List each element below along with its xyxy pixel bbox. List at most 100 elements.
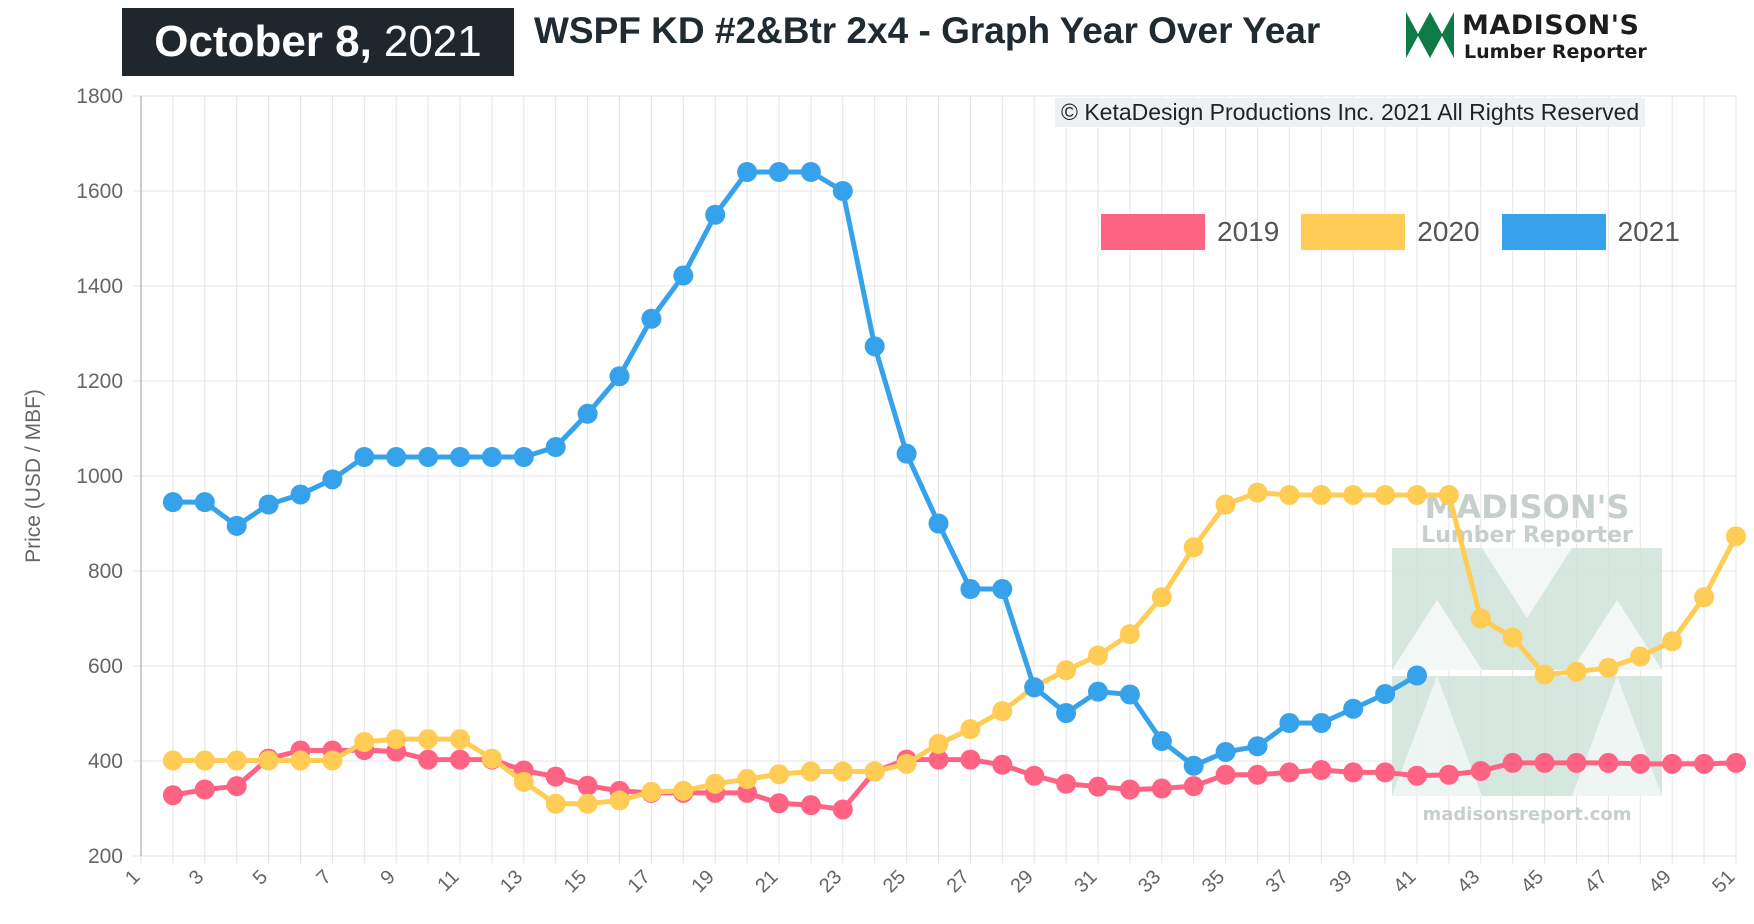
x-tick-label: 33 — [1134, 866, 1165, 897]
data-point-2021 — [769, 162, 789, 182]
y-tick-label: 1800 — [76, 85, 123, 108]
data-point-2021 — [481, 447, 502, 467]
data-point-2021 — [864, 336, 885, 357]
data-point-2020 — [1375, 485, 1396, 505]
data-point-2019 — [960, 749, 981, 770]
data-point-2021 — [258, 494, 279, 515]
x-tick-label: 15 — [560, 866, 591, 897]
data-point-2020 — [481, 748, 502, 769]
data-point-2019 — [1311, 760, 1332, 781]
data-point-2020 — [960, 719, 981, 740]
data-point-2019 — [418, 749, 439, 770]
x-tick-label: 17 — [624, 866, 655, 897]
data-point-2019 — [800, 795, 821, 816]
data-point-2020 — [1630, 646, 1651, 667]
data-point-2019 — [1183, 776, 1204, 797]
data-point-2019 — [1694, 753, 1715, 774]
data-point-2020 — [1438, 485, 1459, 505]
x-tick-label: 3 — [185, 866, 208, 889]
x-tick-label: 9 — [376, 866, 399, 889]
data-point-2021 — [450, 447, 470, 467]
x-tick-label: 11 — [433, 866, 463, 896]
x-tick-label: 37 — [1262, 866, 1293, 897]
data-point-2020 — [1598, 657, 1619, 678]
legend-item-2020[interactable]: 2020 — [1301, 214, 1480, 250]
data-point-2019 — [1375, 762, 1396, 783]
data-point-2019 — [1151, 778, 1172, 799]
data-point-2019 — [450, 749, 470, 770]
data-point-2020 — [737, 769, 758, 790]
data-point-2021 — [960, 579, 981, 600]
data-point-2019 — [1726, 752, 1746, 773]
x-tick-label: 7 — [313, 866, 336, 889]
data-point-2019 — [577, 775, 598, 796]
data-point-2020 — [1088, 645, 1108, 666]
x-tick-label: 35 — [1198, 866, 1229, 897]
data-point-2019 — [1470, 760, 1491, 781]
data-point-2019 — [1566, 752, 1587, 773]
data-point-2020 — [1215, 494, 1236, 515]
data-point-2020 — [864, 761, 885, 782]
data-point-2019 — [1343, 762, 1364, 783]
data-point-2019 — [1024, 765, 1045, 786]
series-line-2021 — [172, 169, 1419, 769]
data-point-2021 — [992, 579, 1013, 600]
data-point-2021 — [577, 403, 598, 424]
data-point-2021 — [1343, 698, 1364, 719]
data-point-2020 — [354, 732, 375, 752]
data-point-2020 — [1056, 660, 1077, 681]
data-point-2019 — [1407, 765, 1427, 786]
data-point-2021 — [354, 447, 375, 467]
data-point-2019 — [1598, 752, 1619, 773]
data-point-2019 — [992, 754, 1013, 775]
page-title: WSPF KD #2&Btr 2x4 - Graph Year Over Yea… — [534, 10, 1321, 51]
x-tick-label: 13 — [496, 866, 527, 897]
legend-item-2021[interactable]: 2021 — [1501, 214, 1680, 250]
data-point-2021 — [1088, 681, 1108, 702]
legend-swatch-2020 — [1301, 214, 1406, 250]
legend-item-2019[interactable]: 2019 — [1101, 214, 1279, 250]
data-point-2019 — [194, 779, 215, 800]
data-point-2021 — [513, 447, 534, 467]
data-point-2021 — [1151, 731, 1172, 752]
data-point-2019 — [1279, 762, 1300, 783]
data-point-2020 — [194, 750, 215, 771]
data-point-2021 — [609, 366, 630, 387]
data-point-2021 — [1119, 684, 1140, 705]
x-tick-label: 47 — [1581, 866, 1612, 897]
data-point-2021 — [194, 492, 215, 513]
x-tick-label: 29 — [1006, 866, 1037, 897]
x-tick-label: 41 — [1389, 866, 1420, 897]
data-point-2020 — [450, 729, 470, 750]
data-point-2020 — [418, 729, 439, 750]
logo-name: MADISON'S — [1462, 10, 1640, 41]
madisons-logo: MADISON'S Lumber Reporter — [1406, 10, 1688, 63]
data-point-2020 — [928, 733, 949, 754]
legend-label-2021: 2021 — [1617, 216, 1680, 247]
data-point-2021 — [1279, 713, 1300, 733]
data-point-2021 — [290, 484, 311, 505]
data-point-2020 — [162, 750, 183, 771]
x-tick-label: 23 — [815, 866, 846, 897]
data-point-2021 — [386, 447, 407, 467]
x-tick-label: 49 — [1644, 866, 1675, 897]
y-axis-label: Price (USD / MBF) — [22, 389, 45, 563]
data-point-2020 — [258, 750, 279, 771]
data-point-2020 — [800, 761, 821, 782]
data-point-2020 — [545, 793, 566, 814]
data-point-2021 — [1056, 703, 1077, 724]
y-tick-label: 600 — [88, 655, 123, 678]
data-point-2021 — [832, 181, 853, 201]
date-year: 2021 — [383, 17, 482, 66]
data-point-2020 — [386, 729, 407, 750]
data-point-2021 — [162, 492, 183, 513]
data-point-2021 — [1024, 677, 1045, 698]
y-tick-label: 1200 — [76, 370, 123, 393]
data-point-2020 — [1311, 485, 1332, 505]
data-point-2020 — [1726, 526, 1746, 547]
data-point-2021 — [1247, 736, 1268, 757]
legend: 2019 2020 2021 — [1101, 214, 1702, 250]
y-tick-label: 200 — [88, 845, 123, 868]
legend-swatch-2019 — [1101, 214, 1205, 250]
